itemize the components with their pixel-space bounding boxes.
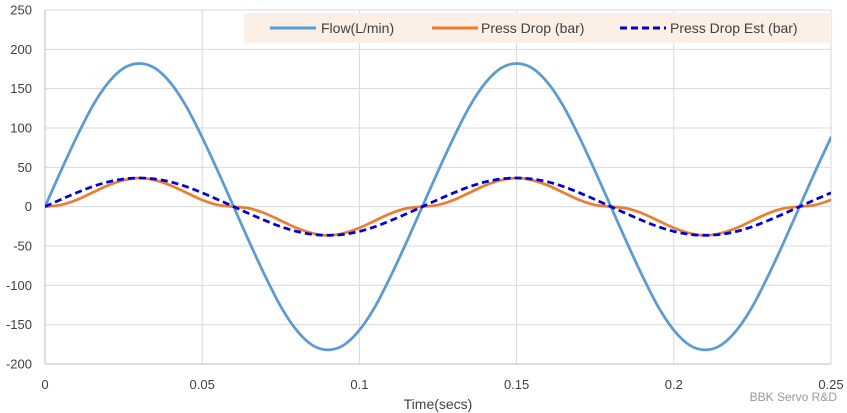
- series-lines: [45, 62, 831, 352]
- x-tick-label: 0.15: [504, 377, 529, 392]
- y-tick-label: 0: [25, 199, 32, 214]
- series-line-flow: [45, 62, 831, 352]
- y-tick-label: -200: [6, 357, 32, 372]
- y-axis-tick-labels: -200 -150 -100 -50 0 50 100 150 200 250: [6, 3, 32, 372]
- watermark-annotation: BBK Servo R&D: [750, 390, 838, 404]
- x-tick-label: 0.25: [818, 377, 843, 392]
- x-tick-label: 0.1: [350, 377, 368, 392]
- x-tick-label: 0: [41, 377, 48, 392]
- x-tick-label: 0.2: [665, 377, 683, 392]
- x-tick-label: 0.05: [190, 377, 215, 392]
- series-line-press-drop: [45, 176, 831, 237]
- legend-label: Flow(L/min): [321, 20, 394, 36]
- y-tick-label: 100: [10, 121, 32, 136]
- axes: [44, 10, 831, 365]
- legend-label: Press Drop Est (bar): [670, 20, 798, 36]
- legend-label: Press Drop (bar): [481, 20, 584, 36]
- x-axis-tick-labels: 0 0.05 0.1 0.15 0.2 0.25: [41, 377, 843, 392]
- y-tick-label: -100: [6, 278, 32, 293]
- series-line-press-drop-est: [45, 176, 831, 237]
- legend: Flow(L/min) Press Drop (bar) Press Drop Es…: [244, 13, 831, 43]
- y-tick-label: 150: [10, 81, 32, 96]
- x-axis-title: Time(secs): [404, 396, 473, 412]
- y-tick-label: 200: [10, 42, 32, 57]
- gridlines: [44, 9, 832, 365]
- y-tick-label: 250: [10, 3, 32, 18]
- y-tick-label: -150: [6, 317, 32, 332]
- y-tick-label: 50: [18, 160, 32, 175]
- y-tick-label: -50: [13, 239, 32, 254]
- legend-box: [244, 13, 831, 43]
